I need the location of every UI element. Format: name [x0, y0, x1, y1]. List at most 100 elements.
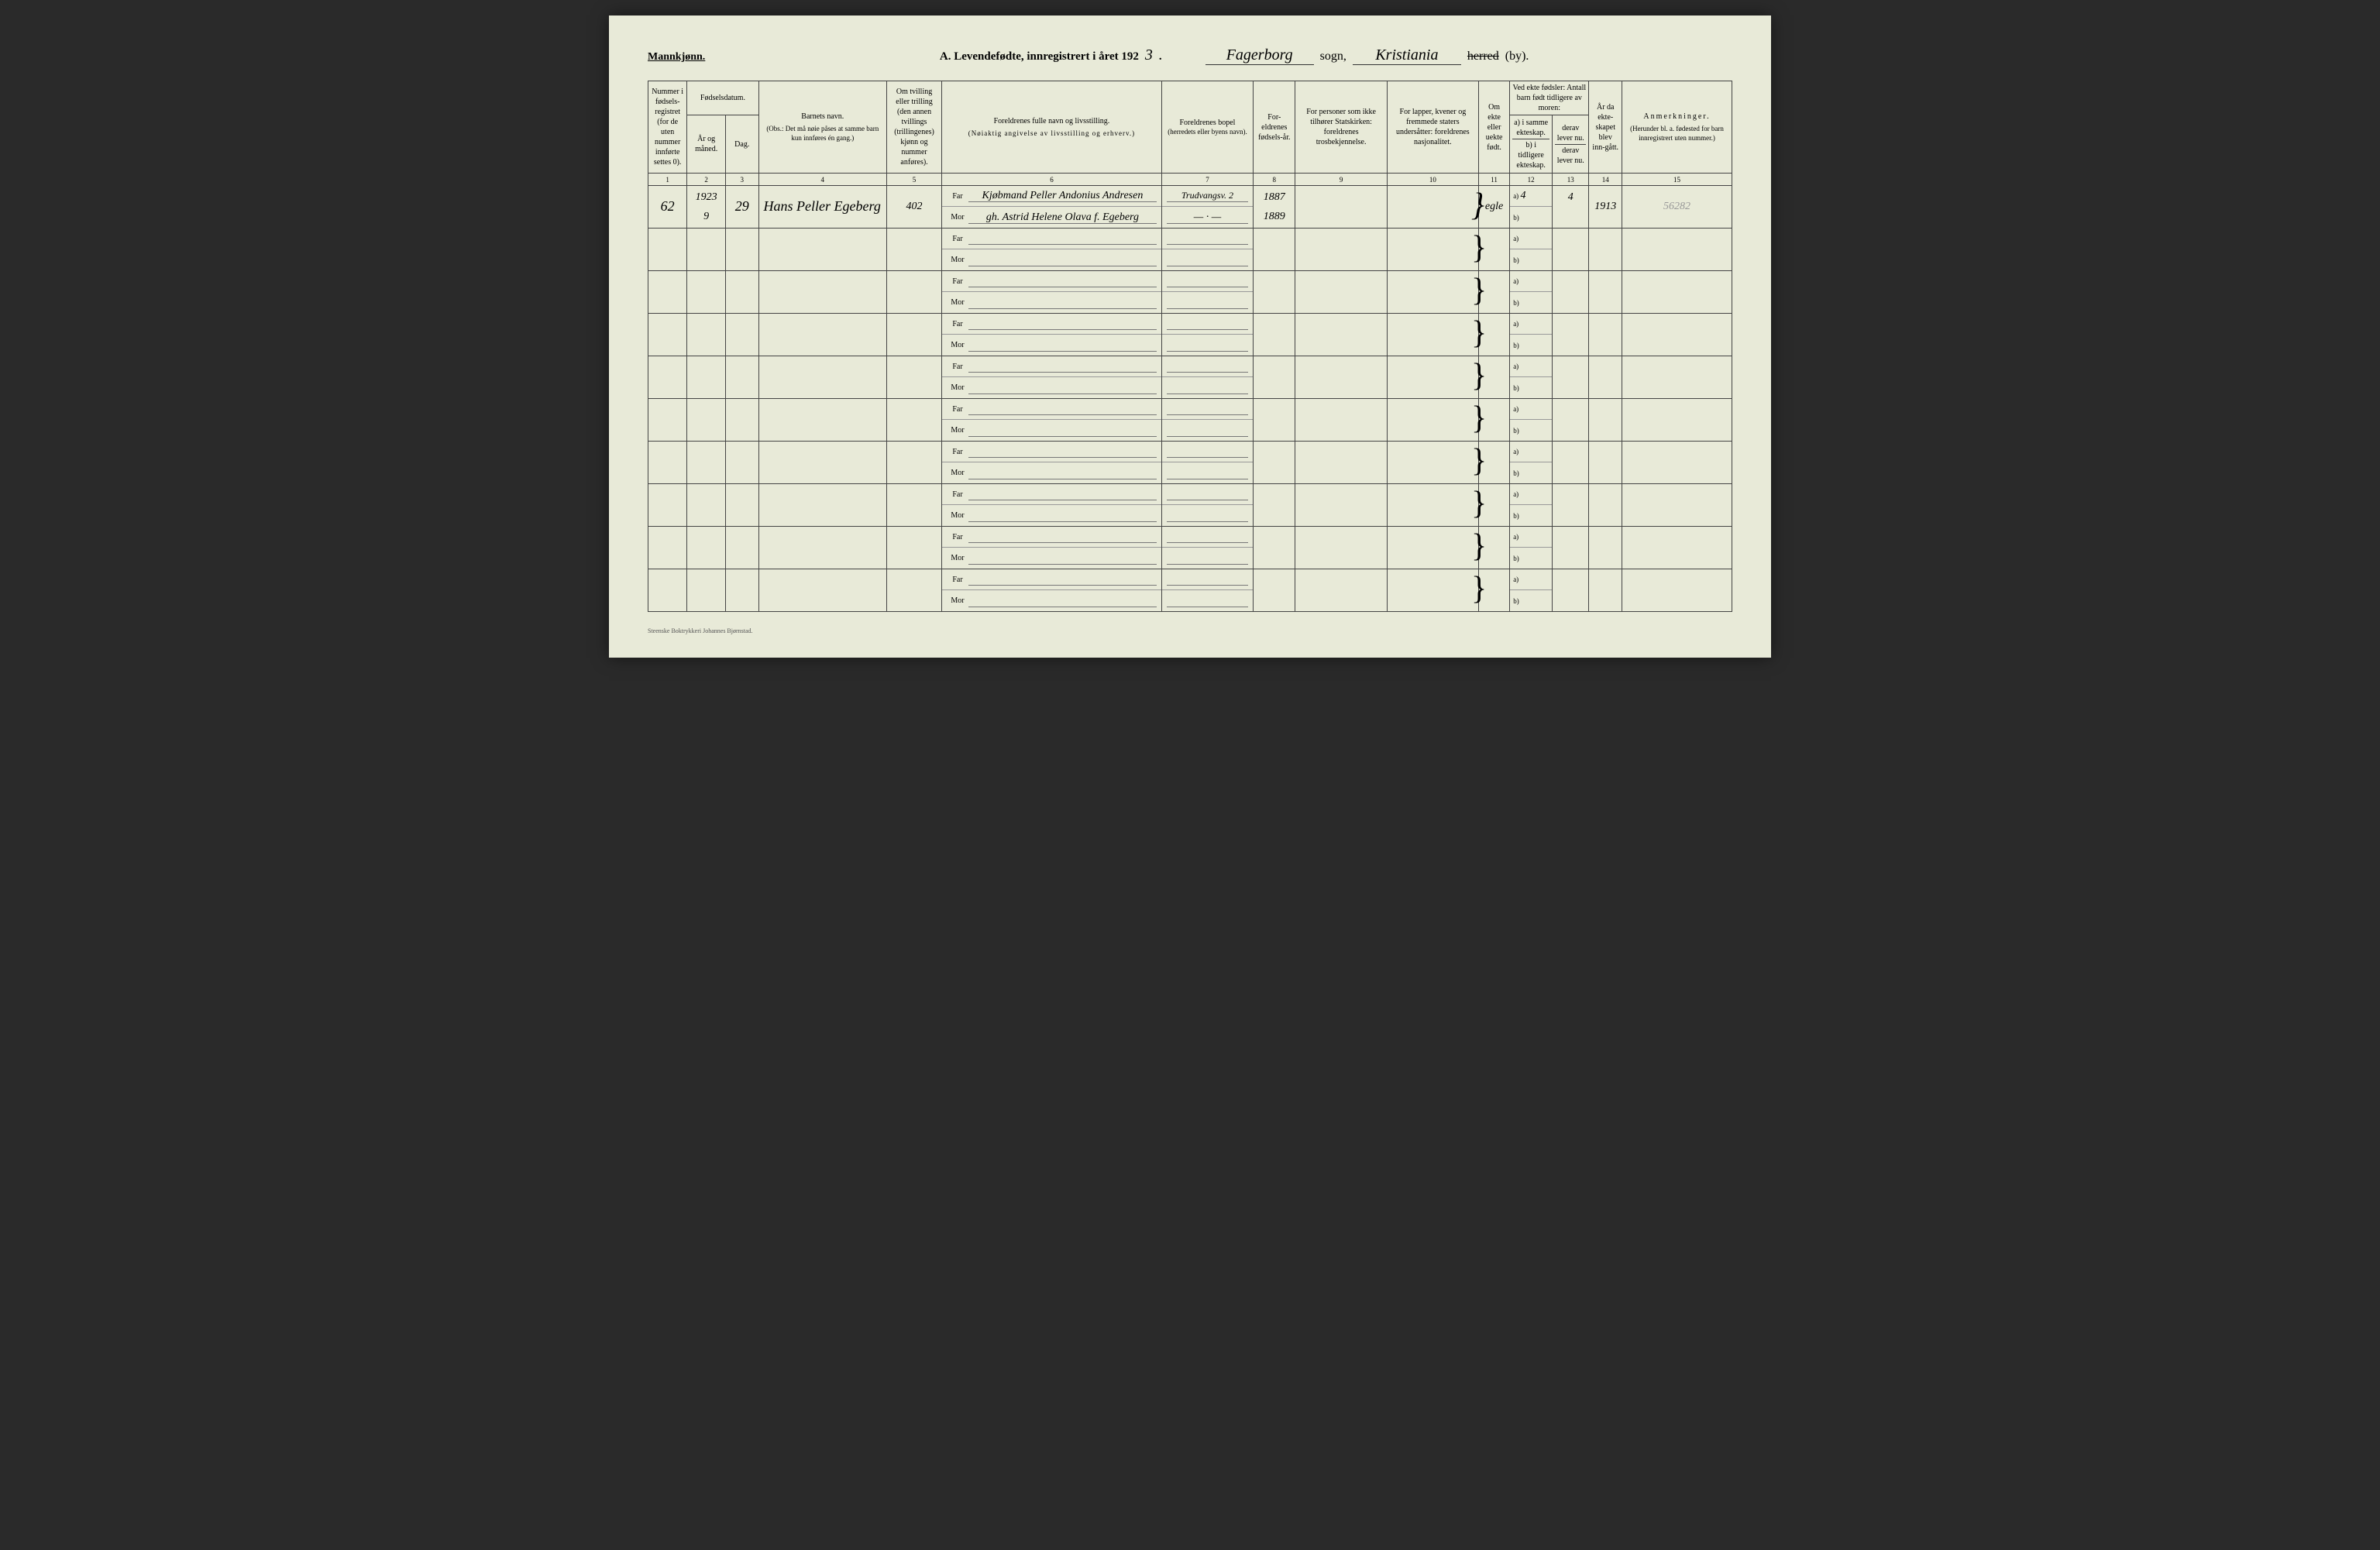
- table-row: Far Mor } a) b): [648, 484, 1732, 527]
- entry-child-name: [758, 484, 887, 527]
- entry-year-month: [687, 527, 726, 569]
- far-bopel: [1167, 275, 1248, 287]
- entry-child-name: [758, 527, 887, 569]
- mor-year: 1889: [1256, 207, 1292, 226]
- entry-twin: [887, 569, 942, 612]
- entry-parents: Far Mor: [942, 314, 1162, 356]
- entry-day: [725, 314, 758, 356]
- col-header-11: Om ekte eller uekte født.: [1478, 81, 1509, 174]
- entry-ekte: }: [1478, 569, 1509, 612]
- far-name: [968, 360, 1157, 373]
- entry-parent-years: 1887 1889: [1254, 186, 1295, 229]
- far-bopel: [1167, 318, 1248, 330]
- entry-col12: a) b): [1510, 229, 1553, 271]
- mor-bopel: [1167, 382, 1248, 394]
- entry-religion: [1295, 356, 1387, 399]
- entry-child-name: [758, 442, 887, 484]
- register-table: Nummer i fødsels-registret (for de uten …: [648, 81, 1732, 612]
- col15-note: (Herunder bl. a. fødested for barn innre…: [1625, 125, 1729, 143]
- entry-col12: a) 4 b): [1510, 186, 1553, 229]
- entry-religion: [1295, 569, 1387, 612]
- entry-col14: [1589, 399, 1622, 442]
- mor-name: gh. Astrid Helene Olava f. Egeberg: [968, 211, 1157, 224]
- mor-bopel: [1167, 424, 1248, 437]
- entry-year-month: [687, 229, 726, 271]
- entry-note: [1622, 484, 1732, 527]
- mor-label: Mor: [947, 554, 968, 562]
- sogn-label: sogn,: [1320, 50, 1346, 64]
- colnum: 6: [942, 174, 1162, 186]
- entry-col14: [1589, 569, 1622, 612]
- entry-col12: a) b): [1510, 484, 1553, 527]
- entry-bopel: [1161, 229, 1253, 271]
- far-bopel: [1167, 403, 1248, 415]
- col-header-2: År og måned.: [687, 115, 726, 174]
- column-number-row: 1 2 3 4 5 6 7 8 9 10 11 12 13 14 15: [648, 174, 1732, 186]
- entry-bopel: [1161, 314, 1253, 356]
- entry-parent-years: [1254, 484, 1295, 527]
- col-header-9: For personer som ikke tilhører Statskirk…: [1295, 81, 1387, 174]
- mor-label: Mor: [947, 469, 968, 477]
- entry-child-name: Hans Peller Egeberg: [758, 186, 887, 229]
- entry-bopel: [1161, 484, 1253, 527]
- far-label: Far: [947, 192, 968, 201]
- entry-col13: [1553, 527, 1589, 569]
- col-header-3: Dag.: [725, 115, 758, 174]
- entry-col13: [1553, 271, 1589, 314]
- entry-ekte: }: [1478, 229, 1509, 271]
- far-bopel: Trudvangsv. 2: [1167, 190, 1248, 202]
- far-label: Far: [947, 490, 968, 499]
- page-header: Mannkjønn. A. Levendefødte, innregistrer…: [648, 46, 1732, 65]
- col4-title: Barnets navn.: [762, 112, 885, 122]
- entry-bopel: [1161, 271, 1253, 314]
- far-label: Far: [947, 448, 968, 456]
- entry-religion: [1295, 484, 1387, 527]
- entry-number: 62: [648, 186, 687, 229]
- far-bopel: [1167, 445, 1248, 458]
- entry-twin: [887, 229, 942, 271]
- entry-parent-years: [1254, 356, 1295, 399]
- mor-name: [968, 382, 1157, 394]
- entry-parents: Far Mor: [942, 442, 1162, 484]
- col-header-13: derav lever nu. derav lever nu.: [1553, 115, 1589, 174]
- colnum: 3: [725, 174, 758, 186]
- entry-twin: [887, 314, 942, 356]
- entry-year-month: [687, 314, 726, 356]
- entry-year-month: [687, 356, 726, 399]
- table-row: Far Mor } a) b): [648, 271, 1732, 314]
- col7-title: Foreldrenes bopel: [1164, 118, 1250, 128]
- far-label: Far: [947, 277, 968, 286]
- col-header-1: Nummer i fødsels-registret (for de uten …: [648, 81, 687, 174]
- far-name: [968, 275, 1157, 287]
- table-row: Far Mor } a) b): [648, 442, 1732, 484]
- far-name: [968, 573, 1157, 586]
- far-bopel: [1167, 232, 1248, 245]
- col4-note: (Obs.: Det må nøie påses at samme barn k…: [762, 125, 885, 143]
- entry-col13: 4: [1553, 186, 1589, 229]
- colnum: 8: [1254, 174, 1295, 186]
- entry-day: [725, 527, 758, 569]
- entry-nationality: [1387, 484, 1478, 527]
- far-name: Kjøbmand Peller Andonius Andresen: [968, 190, 1157, 202]
- entry-col14: [1589, 229, 1622, 271]
- colnum: 11: [1478, 174, 1509, 186]
- entry-number: [648, 356, 687, 399]
- entry-parents: Far Mor: [942, 527, 1162, 569]
- entry-col12: a) b): [1510, 527, 1553, 569]
- entry-note: [1622, 271, 1732, 314]
- entry-nationality: [1387, 229, 1478, 271]
- entry-note: [1622, 229, 1732, 271]
- col15-title: Anmerkninger.: [1625, 112, 1729, 122]
- entry-col14: [1589, 527, 1622, 569]
- entry-religion: [1295, 271, 1387, 314]
- entry-col14: [1589, 442, 1622, 484]
- mor-label: Mor: [947, 341, 968, 349]
- gender-label: Mannkjønn.: [648, 51, 705, 64]
- printer-credit: Steenske Boktrykkeri Johannes Bjørnstad.: [648, 627, 1732, 634]
- entry-twin: [887, 356, 942, 399]
- far-bopel: [1167, 573, 1248, 586]
- entry-nationality: [1387, 271, 1478, 314]
- entry-year-month: [687, 484, 726, 527]
- entry-ekte: }: [1478, 271, 1509, 314]
- mor-label: Mor: [947, 511, 968, 520]
